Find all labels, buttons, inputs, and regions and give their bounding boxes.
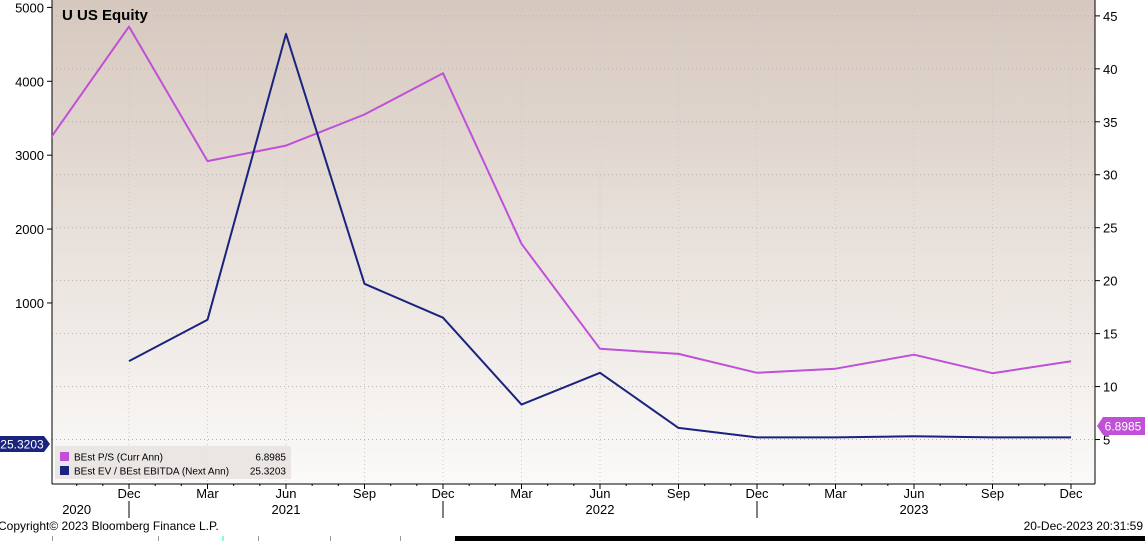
year-label: 2021	[272, 502, 301, 517]
x-tick-label: Jun	[276, 486, 297, 501]
x-tick-label: Sep	[667, 486, 690, 501]
grid	[52, 0, 1095, 484]
year-label: 2020	[62, 502, 91, 517]
legend-label: BEst EV / BEst EBITDA (Next Ann)	[74, 467, 229, 478]
footer-bar	[455, 536, 1145, 541]
left-tick-label: 4000	[15, 74, 44, 89]
x-tick-label: Dec	[1059, 486, 1083, 501]
left-tick-label: 2000	[15, 222, 44, 237]
axes: 5 10 15 20 25 30 35 40 45 1000 2000 3000 4000 5000 Dec…	[15, 0, 1117, 518]
right-tick-label: 40	[1103, 62, 1117, 77]
last-value-labels: 6.8985 25.3203	[0, 417, 1145, 452]
x-tick-label: Jun	[590, 486, 611, 501]
left-tick-label: 3000	[15, 148, 44, 163]
legend-box	[55, 446, 291, 479]
legend-value: 25.3203	[250, 467, 287, 478]
right-tick-label: 35	[1103, 115, 1117, 130]
x-tick-label: Dec	[745, 486, 769, 501]
right-tick-label: 10	[1103, 380, 1117, 395]
legend-swatch	[60, 466, 69, 475]
legend-swatch	[60, 452, 69, 461]
x-tick-label: Dec	[117, 486, 141, 501]
year-label: 2022	[586, 502, 615, 517]
series-line-ev-ebitda	[128, 32, 1071, 439]
series	[52, 25, 1072, 439]
legend-label: BEst P/S (Curr Ann)	[74, 453, 163, 464]
x-tick-label: Mar	[510, 486, 533, 501]
timestamp-text: 20-Dec-2023 20:31:59	[1023, 519, 1143, 533]
left-tick-label: 5000	[15, 0, 44, 15]
right-tick-label: 45	[1103, 9, 1117, 24]
x-tick-label: Mar	[196, 486, 219, 501]
x-tick-label: Jun	[904, 486, 925, 501]
right-tick-label: 20	[1103, 274, 1117, 289]
right-tick-label: 25	[1103, 221, 1117, 236]
chart-title: U US Equity	[62, 7, 148, 24]
legend: BEst P/S (Curr Ann) 6.8985 BEst EV / BEst …	[55, 446, 291, 479]
last-value-tag-ev-ebitda	[0, 436, 50, 452]
left-tick-label: 1000	[15, 296, 44, 311]
x-tick-label: Mar	[824, 486, 847, 501]
last-value-text-ev-ebitda: 25.3203	[0, 438, 44, 452]
plot-background	[52, 0, 1095, 484]
x-tick-label: Dec	[431, 486, 455, 501]
last-value-tag-ps	[1097, 417, 1145, 435]
x-tick-label: Sep	[353, 486, 376, 501]
last-value-text-ps: 6.8985	[1105, 420, 1142, 434]
year-label: 2023	[900, 502, 929, 517]
footer-marks	[52, 536, 401, 541]
right-tick-label: 15	[1103, 327, 1117, 342]
x-tick-label: Sep	[981, 486, 1004, 501]
legend-value: 6.8985	[255, 453, 286, 464]
copyright-text: Copyright© 2023 Bloomberg Finance L.P.	[0, 519, 219, 533]
series-line-ps	[52, 25, 1072, 375]
right-tick-label: 30	[1103, 168, 1117, 183]
right-tick-label: 5	[1103, 433, 1110, 448]
